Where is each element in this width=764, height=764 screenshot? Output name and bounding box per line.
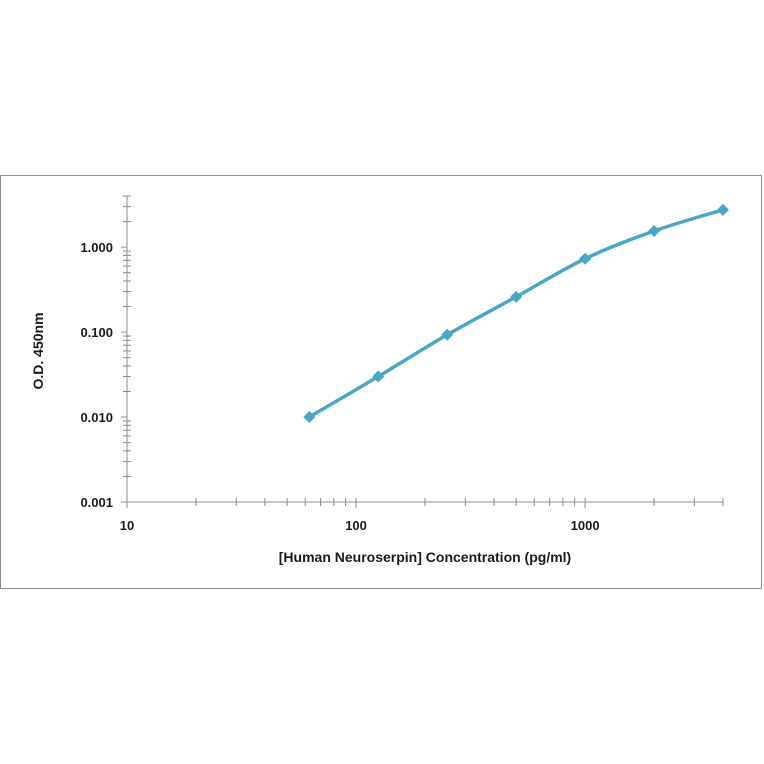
data-point-marker <box>579 252 592 265</box>
data-point-marker <box>648 224 661 237</box>
y-axis-title: O.D. 450nm <box>30 312 46 389</box>
x-tick-label: 100 <box>345 518 367 533</box>
x-tick-label: 1000 <box>571 518 600 533</box>
y-tick-label: 0.100 <box>80 325 113 340</box>
standard-curve-chart: 0.001 0.010 0.100 1.000 10 100 1000 O.D. 450n… <box>30 195 729 565</box>
y-tick-label: 0.010 <box>80 410 113 425</box>
y-tick-label: 1.000 <box>80 240 113 255</box>
y-tick-label: 0.001 <box>80 495 113 510</box>
chart-frame: 0.001 0.010 0.100 1.000 10 100 1000 O.D. 450n… <box>0 175 762 589</box>
data-point-marker <box>441 328 454 341</box>
series-line <box>307 208 725 419</box>
series-group <box>303 203 729 424</box>
x-tick-label: 10 <box>120 518 134 533</box>
data-point-marker <box>303 411 316 424</box>
data-point-marker <box>372 370 385 383</box>
y-ticks: 0.001 0.010 0.100 1.000 <box>80 195 131 510</box>
data-point-marker <box>510 290 523 303</box>
data-point-marker <box>717 203 729 216</box>
x-ticks: 10 100 1000 <box>120 498 724 533</box>
x-axis-title: [Human Neuroserpin] Concentration (pg/ml… <box>279 549 571 565</box>
